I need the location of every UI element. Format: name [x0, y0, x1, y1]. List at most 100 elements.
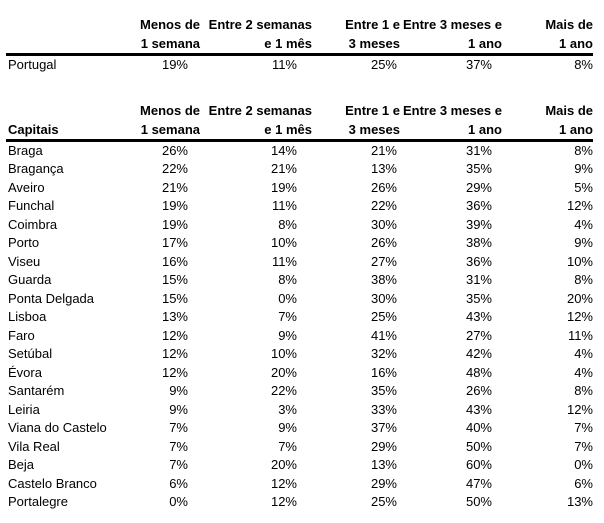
- value-cell: 43%: [465, 309, 492, 324]
- value-cell: 27%: [370, 253, 397, 269]
- row-label: Funchal: [8, 198, 55, 213]
- value-cell: 32%: [370, 346, 397, 361]
- value-cell: 21%: [270, 161, 297, 176]
- value-cell: 13%: [566, 494, 593, 509]
- value-cell: 29%: [370, 438, 397, 454]
- value-cell: 6%: [169, 475, 188, 491]
- label-column-header: Capitais: [6, 100, 128, 142]
- value-cell: 21%: [370, 142, 397, 158]
- table-row: Castelo Branco 6% 12% 29% 47% 6%: [6, 475, 593, 494]
- value-cell: 7%: [278, 309, 297, 324]
- report-page: Menos de 1 semana Entre 2 semanas e 1 mês En…: [6, 15, 593, 512]
- table-row: Viana do Castelo 7% 9% 37% 40% 7%: [6, 419, 593, 438]
- row-label: Ponta Delgada: [8, 290, 95, 306]
- table-row: Lisboa 13% 7% 25% 43% 12%: [6, 308, 593, 327]
- value-cell: 22%: [270, 383, 297, 398]
- value-cell: 39%: [465, 216, 492, 232]
- value-cell: 5%: [574, 179, 593, 195]
- table-row: Ponta Delgada 15% 0% 30% 35% 20%: [6, 290, 593, 309]
- value-cell: 43%: [465, 401, 492, 417]
- value-cell: 20%: [566, 290, 593, 306]
- value-cell: 9%: [278, 420, 297, 435]
- value-cell: 36%: [465, 198, 492, 213]
- value-cell: 29%: [370, 475, 397, 491]
- value-cell: 7%: [574, 420, 593, 435]
- value-cell: 4%: [574, 346, 593, 361]
- value-cell: 13%: [370, 161, 397, 176]
- value-cell: 27%: [465, 327, 492, 343]
- table-row: Viseu 16% 11% 27% 36% 10%: [6, 253, 593, 272]
- table-row: Aveiro 21% 19% 26% 29% 5%: [6, 179, 593, 198]
- row-label: Castelo Branco: [8, 475, 97, 491]
- value-cell: 26%: [370, 235, 397, 250]
- value-cell: 35%: [465, 161, 492, 176]
- value-cell: 12%: [161, 327, 188, 343]
- table-row: Leiria 9% 3% 33% 43% 12%: [6, 401, 593, 420]
- value-cell: 41%: [370, 327, 397, 343]
- value-cell: 10%: [270, 235, 297, 250]
- value-cell: 26%: [465, 383, 492, 398]
- value-cell: 10%: [270, 346, 297, 361]
- value-cell: 9%: [574, 161, 593, 176]
- column-header: Entre 2 semanas e 1 mês: [200, 100, 312, 142]
- value-cell: 26%: [370, 179, 397, 195]
- row-label: Portugal: [8, 57, 57, 72]
- table-row: Coimbra 19% 8% 30% 39% 4%: [6, 216, 593, 235]
- value-cell: 8%: [574, 272, 593, 287]
- row-label: Viseu: [8, 253, 41, 269]
- row-label: Vila Real: [8, 438, 60, 454]
- table-row: Vila Real 7% 7% 29% 50% 7%: [6, 438, 593, 457]
- header-row: Capitais Menos de 1 semana Entre 2 semanas…: [6, 100, 593, 142]
- table-row: Guarda 15% 8% 38% 31% 8%: [6, 271, 593, 290]
- value-cell: 60%: [465, 457, 492, 472]
- value-cell: 9%: [278, 327, 297, 343]
- value-cell: 15%: [161, 272, 188, 287]
- row-label: Faro: [8, 327, 35, 343]
- value-cell: 20%: [270, 457, 297, 472]
- value-cell: 7%: [278, 438, 297, 454]
- value-cell: 13%: [161, 309, 188, 324]
- row-label: Aveiro: [8, 179, 45, 195]
- value-cell: 19%: [161, 198, 188, 213]
- value-cell: 11%: [271, 198, 297, 213]
- value-cell: 12%: [566, 401, 593, 417]
- column-header: Menos de 1 semana: [128, 100, 200, 142]
- value-cell: 25%: [370, 57, 397, 72]
- value-cell: 14%: [270, 142, 297, 158]
- value-cell: 33%: [370, 401, 397, 417]
- value-cell: 0%: [169, 494, 188, 509]
- value-cell: 21%: [161, 179, 188, 195]
- value-cell: 40%: [465, 420, 492, 435]
- column-header: Menos de 1 semana: [128, 15, 200, 56]
- table-row: Portugal 19% 11% 25% 37% 8%: [6, 55, 593, 75]
- capitals-table: Capitais Menos de 1 semana Entre 2 semanas…: [6, 100, 593, 512]
- value-cell: 4%: [574, 216, 593, 232]
- value-cell: 30%: [370, 290, 397, 306]
- value-cell: 31%: [465, 142, 492, 158]
- row-label: Viana do Castelo: [8, 420, 107, 435]
- value-cell: 19%: [161, 216, 188, 232]
- table-row: Santarém 9% 22% 35% 26% 8%: [6, 382, 593, 401]
- value-cell: 7%: [169, 438, 188, 454]
- value-cell: 8%: [574, 57, 593, 72]
- row-label: Portalegre: [8, 494, 68, 509]
- value-cell: 12%: [161, 364, 188, 380]
- value-cell: 16%: [370, 364, 397, 380]
- column-header: Entre 2 semanas e 1 mês: [200, 15, 312, 56]
- value-cell: 36%: [465, 253, 492, 269]
- row-label: Beja: [8, 457, 35, 472]
- value-cell: 37%: [370, 420, 397, 435]
- column-header: Mais de 1 ano: [502, 100, 593, 142]
- value-cell: 16%: [161, 253, 188, 269]
- table-row: Beja 7% 20% 13% 60% 0%: [6, 456, 593, 475]
- value-cell: 15%: [161, 290, 188, 306]
- value-cell: 7%: [169, 457, 188, 472]
- value-cell: 37%: [465, 57, 492, 72]
- value-cell: 20%: [270, 364, 297, 380]
- value-cell: 12%: [270, 494, 297, 509]
- row-label: Bragança: [8, 161, 64, 176]
- value-cell: 8%: [278, 216, 297, 232]
- value-cell: 7%: [169, 420, 188, 435]
